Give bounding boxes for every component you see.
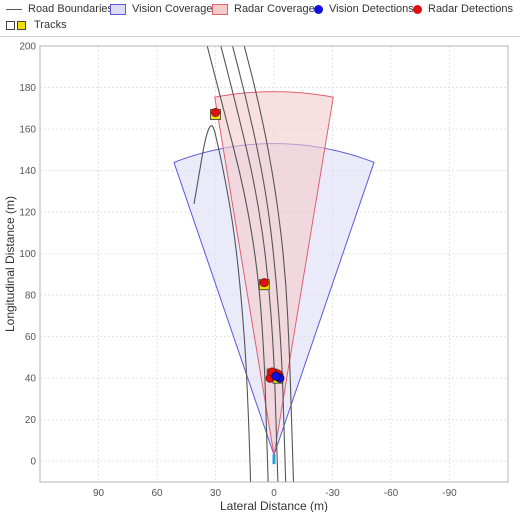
vision-detections-swatch [314,4,323,14]
road-boundary-line [206,46,269,482]
y-tick-label: 100 [19,249,36,260]
y-tick-label: 0 [30,457,36,468]
legend: Road Boundaries Vision Coverage Radar Co… [0,0,520,37]
road-boundary-line [243,46,295,482]
radar-coverage-swatch [212,3,228,15]
axis-ticks: 90 60 30 0 -30 -60 -90 0 20 40 60 80 100 120 140 160 180… [19,42,457,500]
legend-label: Road Boundaries [28,3,114,15]
x-tick-label: 60 [151,488,163,499]
x-axis-label: Lateral Distance (m) [220,499,328,512]
road-boundary-line [220,46,279,482]
vision-coverage-swatch [110,3,126,15]
markers [210,107,285,465]
plot-area: 90 60 30 0 -30 -60 -90 0 20 40 60 80 100 120 140 160 180… [3,42,509,512]
x-tick-label: -90 [442,488,457,499]
ego-vehicle-marker [272,454,276,465]
vision-detection-point [271,371,281,381]
road-boundary-line [231,46,287,482]
y-tick-label: 20 [25,415,37,426]
legend-item-tracks[interactable]: Tracks [6,19,67,31]
x-tick-label: -60 [384,488,399,499]
y-tick-label: 180 [19,83,36,94]
plot-frame [39,45,509,483]
radar-detections-swatch [413,4,422,14]
y-tick-label: 160 [19,125,36,136]
y-tick-label: 80 [25,291,37,302]
road-boundaries [193,46,295,482]
legend-item-radar-detections[interactable]: Radar Detections [413,3,513,15]
legend-label: Radar Coverage [234,3,315,15]
coverage-areas [173,91,375,457]
road-boundary-line [193,125,252,482]
y-tick-label: 40 [25,374,37,385]
radar-coverage-area [214,91,334,456]
legend-label: Tracks [34,19,67,31]
radar-detection-point [211,107,221,117]
y-tick-label: 140 [19,166,36,177]
legend-item-vision-coverage[interactable]: Vision Coverage [110,3,213,15]
road-boundaries-swatch [6,8,22,10]
y-tick-label: 120 [19,208,36,219]
radar-detection-point [259,278,269,288]
x-tick-label: 0 [271,488,277,499]
legend-item-radar-coverage[interactable]: Radar Coverage [212,3,315,15]
legend-label: Vision Detections [329,3,414,15]
legend-label: Radar Detections [428,3,513,15]
legend-label: Vision Coverage [132,3,213,15]
legend-item-vision-detections[interactable]: Vision Detections [314,3,414,15]
x-tick-label: -30 [325,488,340,499]
legend-item-road-boundaries[interactable]: Road Boundaries [6,3,113,15]
tracks-swatch [6,20,28,30]
y-tick-label: 200 [19,42,36,53]
x-tick-label: 90 [93,488,105,499]
y-axis-label: Longitudinal Distance (m) [3,196,17,332]
x-tick-label: 30 [210,488,222,499]
y-tick-label: 60 [25,332,37,343]
